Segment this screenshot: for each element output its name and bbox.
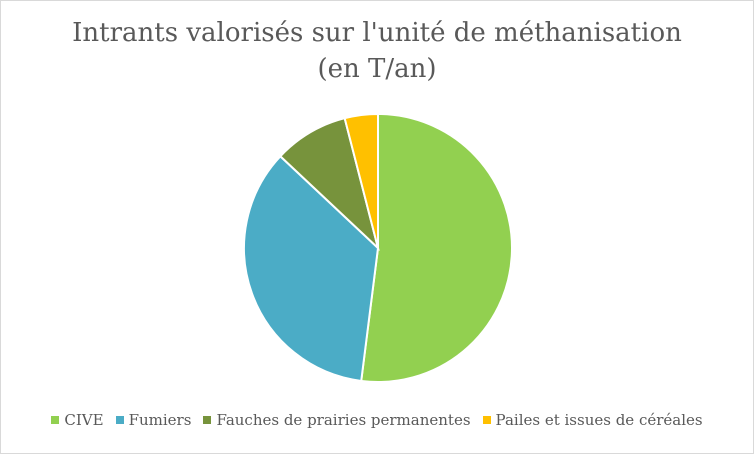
- pie-slice-fumiers: [243, 154, 380, 383]
- chart-title-line-2: (en T/an): [317, 54, 437, 84]
- chart-title: Intrants valorisés sur l'unité de méthan…: [1, 15, 753, 87]
- legend-swatch-cive: [51, 416, 60, 424]
- legend-label-pailles: Pailes et issues de céréales: [495, 411, 703, 429]
- legend-item-pailles: Pailes et issues de céréales: [482, 411, 703, 429]
- legend-swatch-fumiers: [115, 416, 124, 424]
- chart-title-line-1: Intrants valorisés sur l'unité de méthan…: [72, 18, 682, 48]
- pie-slice-cive: [360, 112, 513, 383]
- legend-swatch-fauches: [203, 416, 212, 424]
- legend-item-fumiers: Fumiers: [115, 411, 192, 429]
- legend: CIVE Fumiers Fauches de prairies permane…: [1, 411, 753, 429]
- legend-item-cive: CIVE: [51, 411, 104, 429]
- legend-label-fumiers: Fumiers: [128, 411, 192, 429]
- legend-item-fauches: Fauches de prairies permanentes: [203, 411, 471, 429]
- pie-slice-pailles: [343, 112, 379, 249]
- legend-label-cive: CIVE: [64, 411, 104, 429]
- legend-label-fauches: Fauches de prairies permanentes: [216, 411, 471, 429]
- legend-swatch-pailles: [482, 416, 491, 424]
